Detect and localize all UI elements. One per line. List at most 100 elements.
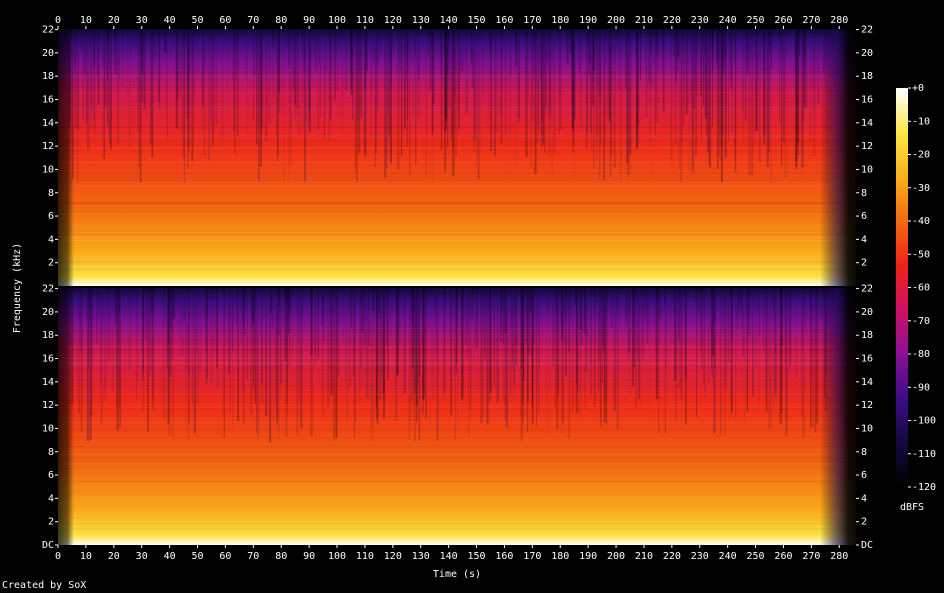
y-axis-label: Frequency (kHz) xyxy=(12,243,23,333)
y-tick-label: 16 xyxy=(42,95,54,106)
x-tick-label-bottom: 130 xyxy=(412,551,430,562)
x-tick-label-top: 40 xyxy=(164,15,176,26)
x-tick-label-bottom: 40 xyxy=(164,551,176,562)
x-tick-label-bottom: 230 xyxy=(691,551,709,562)
y-tick-label: 2 xyxy=(48,258,54,269)
y-tick-label-right: 20 xyxy=(861,48,873,59)
x-tick-label-top: 10 xyxy=(80,15,92,26)
y-tick-label-right: 22 xyxy=(861,284,873,295)
x-tick-label-top: 20 xyxy=(108,15,120,26)
x-tick-label-bottom: 150 xyxy=(468,551,486,562)
x-tick-label-bottom: 30 xyxy=(136,551,148,562)
x-tick-label-top: 200 xyxy=(607,15,625,26)
y-tick-label-right: 6 xyxy=(861,211,867,222)
y-tick-label-right: 22 xyxy=(861,25,873,36)
x-tick-label-bottom: 220 xyxy=(663,551,681,562)
spectrogram-edge-shade xyxy=(58,288,856,545)
x-tick-label-bottom: 170 xyxy=(523,551,541,562)
x-tick-label-bottom: 80 xyxy=(275,551,287,562)
x-tick-label-top: 260 xyxy=(774,15,792,26)
colorbar-tick-label: -90 xyxy=(912,382,930,393)
x-tick-label-bottom: 100 xyxy=(328,551,346,562)
colorbar-tick-label: -50 xyxy=(912,249,930,260)
x-tick-label-bottom: 160 xyxy=(495,551,513,562)
x-tick-label-bottom: 140 xyxy=(440,551,458,562)
y-tick-label-right: 6 xyxy=(861,470,867,481)
y-tick-label: 12 xyxy=(42,400,54,411)
x-axis-label: Time (s) xyxy=(433,569,481,580)
y-tick-label-right: 14 xyxy=(861,377,873,388)
x-tick-label-bottom: 20 xyxy=(108,551,120,562)
colorbar-tick-label: -110 xyxy=(912,449,936,460)
y-tick-label: 6 xyxy=(48,470,54,481)
colorbar-tick-label: -20 xyxy=(912,150,930,161)
y-tick-label: 12 xyxy=(42,141,54,152)
x-tick-label-top: 110 xyxy=(356,15,374,26)
x-tick-label-top: 230 xyxy=(691,15,709,26)
x-tick-label-top: 100 xyxy=(328,15,346,26)
y-tick-label: 10 xyxy=(42,423,54,434)
y-tick-label-right: 16 xyxy=(861,95,873,106)
x-tick-label-top: 280 xyxy=(830,15,848,26)
y-tick-label-right: 12 xyxy=(861,141,873,152)
colorbar-tick-label: -70 xyxy=(912,316,930,327)
y-tick-label: 22 xyxy=(42,25,54,36)
x-tick-label-top: 120 xyxy=(384,15,402,26)
x-tick-label-top: 50 xyxy=(191,15,203,26)
colorbar-tick-label: -30 xyxy=(912,183,930,194)
x-tick-label-bottom: 240 xyxy=(719,551,737,562)
y-tick-label: 16 xyxy=(42,354,54,365)
colorbar-tick-label: -10 xyxy=(912,116,930,127)
x-tick-label-top: 240 xyxy=(719,15,737,26)
x-tick-label-top: 180 xyxy=(551,15,569,26)
y-tick-label: 10 xyxy=(42,164,54,175)
x-tick-label-top: 0 xyxy=(55,15,61,26)
colorbar-tick-label: +0 xyxy=(912,83,924,94)
x-tick-label-bottom: 200 xyxy=(607,551,625,562)
x-tick-label-top: 150 xyxy=(468,15,486,26)
y-tick-label: 22 xyxy=(42,284,54,295)
y-tick-label: 8 xyxy=(48,188,54,199)
x-tick-label-top: 70 xyxy=(247,15,259,26)
x-tick-label-top: 270 xyxy=(802,15,820,26)
x-tick-label-top: 140 xyxy=(440,15,458,26)
colorbar-tick-label: -100 xyxy=(912,416,936,427)
y-tick-label: 2 xyxy=(48,517,54,528)
y-tick-label-right: 18 xyxy=(861,71,873,82)
x-tick-label-bottom: 190 xyxy=(579,551,597,562)
x-tick-label-top: 170 xyxy=(523,15,541,26)
y-tick-label-right: 10 xyxy=(861,423,873,434)
y-tick-label-right: 10 xyxy=(861,164,873,175)
x-tick-label-bottom: 120 xyxy=(384,551,402,562)
x-tick-label-top: 220 xyxy=(663,15,681,26)
x-tick-label-top: 160 xyxy=(495,15,513,26)
y-tick-label: 18 xyxy=(42,71,54,82)
y-tick-label: 8 xyxy=(48,447,54,458)
colorbar-tick-label: -40 xyxy=(912,216,930,227)
x-tick-label-bottom: 270 xyxy=(802,551,820,562)
y-tick-label-right: 2 xyxy=(861,517,867,528)
x-tick-label-bottom: 210 xyxy=(635,551,653,562)
x-tick-label-bottom: 50 xyxy=(191,551,203,562)
x-tick-label-top: 30 xyxy=(136,15,148,26)
y-tick-label-right: 16 xyxy=(861,354,873,365)
y-tick-label-right: 20 xyxy=(861,307,873,318)
y-tick-label: 20 xyxy=(42,48,54,59)
x-tick-label-bottom: 250 xyxy=(747,551,765,562)
y-tick-label: 4 xyxy=(48,234,54,245)
x-tick-label-bottom: 260 xyxy=(774,551,792,562)
x-tick-label-top: 210 xyxy=(635,15,653,26)
colorbar xyxy=(896,88,908,487)
y-tick-label-right: 14 xyxy=(861,118,873,129)
y-tick-label-right: 4 xyxy=(861,493,867,504)
x-tick-label-bottom: 70 xyxy=(247,551,259,562)
x-tick-label-bottom: 10 xyxy=(80,551,92,562)
y-tick-label-right: 12 xyxy=(861,400,873,411)
y-tick-label: 20 xyxy=(42,307,54,318)
colorbar-tick-label: -80 xyxy=(912,349,930,360)
spectrogram-edge-shade xyxy=(58,29,856,286)
x-tick-label-bottom: 110 xyxy=(356,551,374,562)
y-tick-label: 14 xyxy=(42,118,54,129)
x-tick-label-top: 90 xyxy=(303,15,315,26)
